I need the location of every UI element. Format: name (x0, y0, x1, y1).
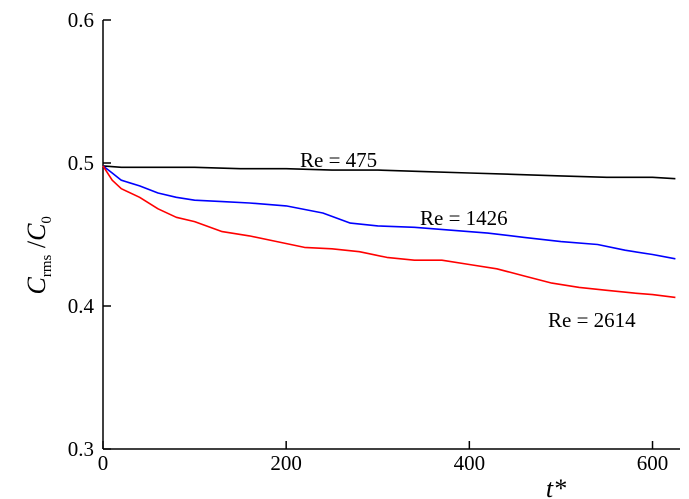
series-label: Re = 1426 (420, 206, 508, 230)
annotations: Re = 475 Re = 1426 Re = 2614 (300, 148, 636, 332)
ticks: 0 200 400 600 0.3 0.4 0.5 0.6 (68, 8, 669, 475)
series-label: Re = 475 (300, 148, 377, 172)
y-tick-label: 0.5 (68, 151, 94, 175)
series-line-re-1426 (102, 165, 676, 260)
series-lines (102, 165, 676, 299)
x-tick-label: 0 (98, 451, 109, 475)
y-tick-label: 0.6 (68, 8, 94, 32)
x-axis-title: t* (546, 474, 566, 499)
y-title-slash: / (22, 240, 51, 255)
x-tick-label: 600 (637, 451, 669, 475)
y-tick-label: 0.3 (68, 437, 94, 461)
series-label: Re = 2614 (548, 308, 636, 332)
y-title-c: C (22, 277, 51, 295)
y-title-sub-0: 0 (39, 216, 55, 224)
y-tick-label: 0.4 (68, 294, 95, 318)
x-tick-label: 400 (454, 451, 486, 475)
y-title-sub-rms: rms (39, 254, 55, 277)
series-line-re-475 (102, 165, 676, 180)
y-axis-title: Crms /C0 (22, 216, 55, 294)
series-line-re-2614 (102, 165, 676, 299)
y-title-c0: C (22, 223, 51, 241)
axes (102, 20, 680, 450)
x-tick-label: 200 (270, 451, 302, 475)
